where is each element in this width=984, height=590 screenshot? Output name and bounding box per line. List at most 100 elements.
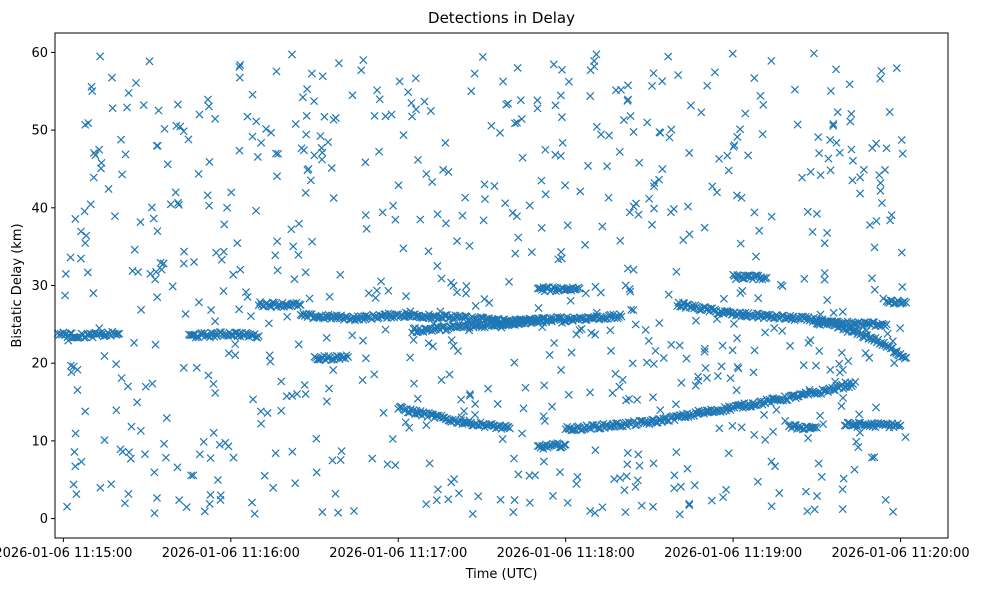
data-point: [329, 115, 338, 124]
data-point: [89, 148, 98, 158]
data-point: [159, 259, 168, 268]
data-point: [289, 242, 298, 251]
data-point: [416, 407, 425, 416]
data-point: [388, 435, 397, 444]
data-point: [518, 429, 527, 438]
data-point: [416, 215, 425, 224]
data-point: [496, 495, 505, 504]
data-point: [734, 364, 743, 373]
data-point: [708, 182, 717, 191]
data-point: [485, 298, 494, 307]
data-point: [391, 461, 400, 470]
data-point: [211, 388, 220, 397]
data-point: [302, 111, 311, 120]
data-point: [751, 252, 761, 261]
data-point: [112, 360, 121, 369]
data-point: [838, 307, 847, 316]
data-point: [555, 468, 564, 477]
data-point: [424, 247, 433, 256]
data-point: [127, 422, 136, 431]
data-point: [123, 103, 132, 112]
data-point: [305, 294, 314, 303]
data-point: [611, 369, 620, 378]
data-point: [753, 477, 762, 486]
data-point: [432, 496, 441, 505]
data-point: [682, 354, 691, 363]
data-point: [209, 428, 218, 437]
data-point: [849, 380, 858, 389]
data-point: [514, 470, 523, 479]
data-point: [130, 245, 139, 254]
data-point: [770, 324, 779, 333]
data-point: [616, 310, 625, 319]
data-point: [151, 275, 160, 284]
data-point: [426, 106, 435, 115]
data-point: [804, 434, 813, 443]
data-point: [826, 166, 835, 175]
data-point: [108, 104, 117, 113]
data-point: [817, 472, 826, 481]
data-point: [395, 77, 404, 86]
data-point: [66, 253, 75, 262]
data-point: [447, 336, 456, 345]
data-point: [256, 407, 265, 416]
data-point: [336, 270, 345, 279]
data-point: [413, 155, 422, 164]
data-point: [665, 133, 674, 142]
data-point: [368, 454, 377, 463]
data-point: [71, 214, 80, 223]
y-tick-label: 10: [31, 434, 48, 449]
data-point: [325, 384, 334, 393]
data-point: [317, 155, 326, 164]
data-point: [548, 402, 557, 411]
data-point: [117, 374, 126, 383]
data-point: [560, 440, 569, 449]
data-point: [838, 505, 847, 514]
data-point: [465, 241, 474, 250]
data-point: [872, 403, 881, 412]
data-point: [530, 317, 540, 326]
data-point: [163, 160, 172, 169]
data-point: [625, 394, 634, 403]
data-point: [872, 217, 881, 226]
data-point: [702, 373, 711, 382]
data-point: [302, 130, 311, 139]
data-point: [466, 391, 475, 400]
data-point: [527, 248, 536, 257]
data-point: [737, 193, 746, 202]
data-point: [141, 382, 150, 391]
data-point: [359, 56, 368, 65]
data-point: [754, 294, 763, 303]
data-point: [257, 138, 266, 147]
data-point: [428, 177, 437, 186]
data-point: [373, 86, 382, 95]
data-point: [394, 181, 403, 190]
data-point: [425, 459, 434, 468]
data-point: [257, 419, 266, 428]
data-point: [811, 361, 821, 370]
data-point: [557, 247, 566, 256]
data-point: [96, 164, 106, 173]
data-point: [629, 127, 638, 136]
data-point: [760, 410, 769, 419]
data-point: [537, 176, 546, 185]
data-point: [249, 395, 258, 404]
data-point: [902, 353, 911, 362]
data-point: [633, 476, 642, 485]
data-point: [150, 509, 159, 518]
data-point: [728, 49, 737, 58]
data-point: [282, 392, 291, 401]
data-point: [168, 282, 177, 291]
data-point: [889, 507, 898, 516]
data-point: [409, 335, 418, 344]
data-point: [633, 395, 642, 404]
data-point: [815, 346, 824, 355]
data-point: [700, 347, 709, 356]
data-point: [82, 231, 91, 240]
data-point: [814, 459, 823, 468]
data-point: [627, 305, 636, 314]
data-point: [509, 508, 518, 517]
data-point: [179, 259, 188, 268]
data-point: [897, 248, 906, 257]
data-point: [113, 329, 122, 338]
